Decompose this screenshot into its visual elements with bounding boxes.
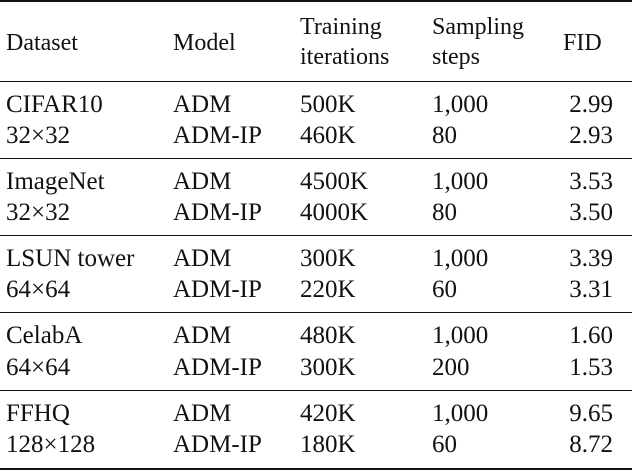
fid-cell: 1.53 bbox=[569, 354, 613, 381]
steps-cell: 1,000 bbox=[432, 168, 489, 195]
iterations-cell: 460K bbox=[300, 122, 356, 149]
model-cell: ADM-IP bbox=[173, 199, 262, 226]
model-cell: ADM bbox=[173, 322, 232, 349]
steps-cell: 1,000 bbox=[432, 322, 489, 349]
dataset-resolution: 64×64 bbox=[6, 276, 71, 303]
model-cell: ADM-IP bbox=[173, 276, 262, 303]
fid-cell: 3.39 bbox=[569, 245, 613, 272]
dataset-resolution: 32×32 bbox=[6, 122, 71, 149]
dataset-name: LSUN tower bbox=[6, 245, 135, 272]
fid-cell: 2.99 bbox=[569, 91, 613, 118]
fid-cell: 3.50 bbox=[569, 199, 613, 226]
steps-cell: 200 bbox=[432, 354, 470, 381]
fid-cell: 8.72 bbox=[569, 431, 613, 458]
header-rule bbox=[0, 81, 632, 82]
fid-cell: 3.31 bbox=[569, 276, 613, 303]
steps-cell: 60 bbox=[432, 431, 457, 458]
dataset-resolution: 128×128 bbox=[6, 431, 96, 458]
header-fid: FID bbox=[563, 30, 602, 56]
header-sampling-line1: Sampling bbox=[432, 14, 525, 40]
bottom-rule bbox=[0, 468, 632, 470]
dataset-name: FFHQ bbox=[6, 400, 70, 427]
header-sampling-line2: steps bbox=[432, 44, 480, 70]
dataset-resolution: 64×64 bbox=[6, 354, 71, 381]
iterations-cell: 180K bbox=[300, 431, 356, 458]
steps-cell: 1,000 bbox=[432, 400, 489, 427]
header-dataset: Dataset bbox=[6, 30, 78, 56]
dataset-resolution: 32×32 bbox=[6, 199, 71, 226]
model-cell: ADM-IP bbox=[173, 431, 262, 458]
iterations-cell: 220K bbox=[300, 276, 356, 303]
top-rule bbox=[0, 0, 632, 2]
group-rule bbox=[0, 312, 632, 313]
header-model: Model bbox=[173, 30, 236, 56]
fid-cell: 2.93 bbox=[569, 122, 613, 149]
fid-cell: 1.60 bbox=[569, 322, 613, 349]
model-cell: ADM bbox=[173, 245, 232, 272]
iterations-cell: 4000K bbox=[300, 199, 369, 226]
steps-cell: 80 bbox=[432, 122, 457, 149]
model-cell: ADM-IP bbox=[173, 354, 262, 381]
steps-cell: 80 bbox=[432, 199, 457, 226]
model-cell: ADM bbox=[173, 91, 232, 118]
model-cell: ADM-IP bbox=[173, 122, 262, 149]
iterations-cell: 300K bbox=[300, 354, 356, 381]
model-cell: ADM bbox=[173, 168, 232, 195]
group-rule bbox=[0, 235, 632, 236]
group-rule bbox=[0, 390, 632, 391]
iterations-cell: 500K bbox=[300, 91, 356, 118]
model-cell: ADM bbox=[173, 400, 232, 427]
header-training-line1: Training bbox=[300, 14, 382, 40]
iterations-cell: 300K bbox=[300, 245, 356, 272]
steps-cell: 1,000 bbox=[432, 245, 489, 272]
dataset-name: CIFAR10 bbox=[6, 91, 103, 118]
dataset-name: CelabA bbox=[6, 322, 83, 349]
steps-cell: 60 bbox=[432, 276, 457, 303]
iterations-cell: 420K bbox=[300, 400, 356, 427]
group-rule bbox=[0, 158, 632, 159]
iterations-cell: 480K bbox=[300, 322, 356, 349]
dataset-name: ImageNet bbox=[6, 168, 105, 195]
fid-cell: 9.65 bbox=[569, 400, 613, 427]
fid-cell: 3.53 bbox=[569, 168, 613, 195]
steps-cell: 1,000 bbox=[432, 91, 489, 118]
iterations-cell: 4500K bbox=[300, 168, 369, 195]
header-training-line2: iterations bbox=[300, 44, 390, 70]
